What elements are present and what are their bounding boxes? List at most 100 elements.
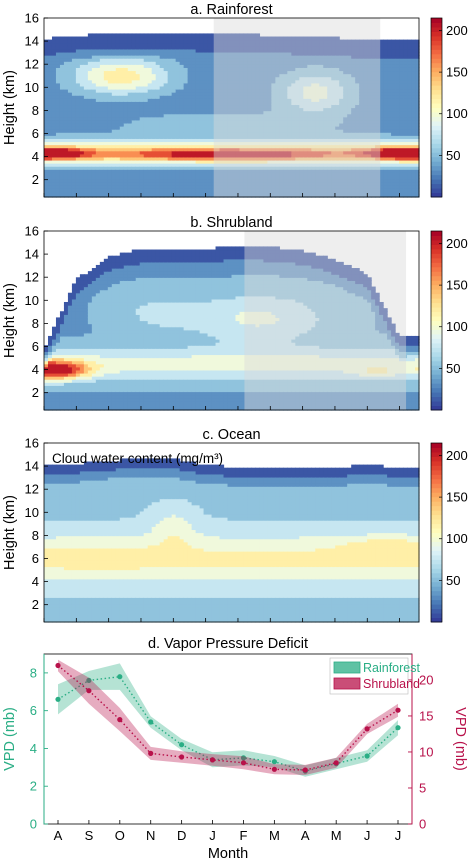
contour-cell <box>159 82 165 87</box>
contour-cell <box>103 36 109 41</box>
contour-cell <box>71 110 77 115</box>
contour-cell <box>179 88 185 93</box>
contour-cell <box>163 181 169 186</box>
contour-cell <box>195 104 201 109</box>
contour-cell <box>87 58 93 62</box>
contour-cell <box>83 190 89 195</box>
contour-cell <box>103 147 109 152</box>
contour-cell <box>55 92 61 96</box>
contour-cell <box>211 48 217 53</box>
contour-cell <box>75 107 81 112</box>
contour-cell <box>163 64 169 68</box>
contour-cell <box>207 98 213 102</box>
colorbar-segment <box>431 98 442 104</box>
contour-cell <box>215 126 221 130</box>
contour-cell <box>44 172 49 176</box>
contour-cell <box>103 107 109 112</box>
contour-cell <box>155 45 161 50</box>
contour-cell <box>115 64 121 68</box>
contour-cell <box>55 156 61 161</box>
contour-cell <box>211 107 217 112</box>
contour-cell <box>75 58 81 62</box>
contour-cell <box>44 48 49 53</box>
contour-cell <box>115 181 121 186</box>
contour-cell <box>155 150 161 155</box>
contour-cell <box>219 101 225 106</box>
contour-cell <box>119 82 125 87</box>
contour-cell <box>87 33 93 38</box>
contour-cell <box>47 107 53 112</box>
contour-cell <box>59 82 65 87</box>
contour-cell <box>227 39 233 44</box>
contour-cell <box>107 36 113 41</box>
contour-cell <box>103 132 109 136</box>
contour-cell <box>51 181 57 186</box>
contour-cell <box>127 82 133 87</box>
contour-cell <box>44 55 49 59</box>
contour-cell <box>67 153 73 158</box>
contour-cell <box>143 113 149 118</box>
contour-cell <box>143 101 149 106</box>
contour-cell <box>195 98 201 102</box>
contour-cell <box>183 70 189 75</box>
contour-cell <box>119 101 125 106</box>
contour-cell <box>79 36 85 41</box>
contour-cell <box>207 147 213 152</box>
contour-cell <box>51 36 57 41</box>
contour-cell <box>95 73 101 78</box>
contour-cell <box>107 76 113 81</box>
contour-cell <box>155 132 161 136</box>
contour-cell <box>127 138 133 143</box>
contour-cell <box>67 147 73 152</box>
contour-cell <box>127 190 133 195</box>
contour-cell <box>151 85 157 90</box>
contour-cell <box>91 95 97 99</box>
contour-cell <box>67 70 73 75</box>
contour-cell <box>111 101 117 106</box>
contour-cell <box>171 129 177 133</box>
contour-cell <box>223 39 229 44</box>
contour-cell <box>207 135 213 139</box>
contour-cell <box>103 67 109 72</box>
contour-cell <box>215 101 221 106</box>
contour-cell <box>203 42 209 47</box>
contour-cell <box>187 58 193 62</box>
contour-cell <box>107 184 113 189</box>
contour-cell <box>103 110 109 115</box>
contour-cell <box>59 150 65 155</box>
contour-cell <box>175 79 181 84</box>
contour-cell <box>227 156 233 161</box>
contour-cell <box>55 107 61 112</box>
contour-cell <box>215 42 221 47</box>
contour-cell <box>151 166 157 170</box>
contour-cell <box>163 55 169 59</box>
contour-cell <box>59 187 65 192</box>
contour-cell <box>115 36 121 41</box>
contour-cell <box>191 55 197 59</box>
contour-cell <box>99 144 105 149</box>
contour-cell <box>91 138 97 143</box>
contour-cell <box>79 107 85 112</box>
contour-cell <box>83 104 89 109</box>
contour-cell <box>79 166 85 170</box>
contour-cell <box>171 76 177 81</box>
contour-cell <box>211 187 217 192</box>
contour-cell <box>147 135 153 139</box>
contour-cell <box>139 156 145 161</box>
contour-cell <box>159 48 165 53</box>
contour-cell <box>199 95 205 99</box>
contour-cell <box>215 113 221 118</box>
contour-cell <box>131 144 137 149</box>
contour-cell <box>99 107 105 112</box>
contour-cell <box>227 141 233 146</box>
contour-cell <box>219 85 225 90</box>
contour-cell <box>147 126 153 130</box>
contour-cell <box>99 126 105 130</box>
contour-cell <box>175 36 181 41</box>
contour-cell <box>95 172 101 176</box>
contour-cell <box>199 76 205 81</box>
contour-cell <box>171 147 177 152</box>
contour-cell <box>183 169 189 173</box>
contour-cell <box>163 184 169 189</box>
contour-cell <box>171 42 177 47</box>
